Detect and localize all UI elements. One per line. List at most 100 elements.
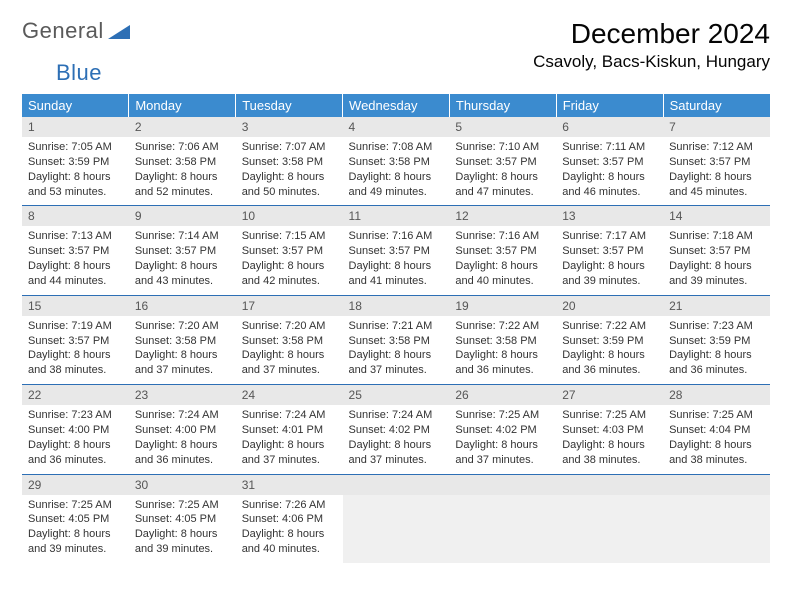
sunrise-line: Sunrise: 7:25 AM [135, 498, 230, 513]
sunrise-line: Sunrise: 7:22 AM [562, 319, 657, 334]
sunset-line: Sunset: 3:58 PM [349, 155, 444, 170]
day-number-cell: 3 [236, 117, 343, 137]
day-data-cell: Sunrise: 7:25 AMSunset: 4:02 PMDaylight:… [449, 405, 556, 474]
day-data-cell: Sunrise: 7:19 AMSunset: 3:57 PMDaylight:… [22, 316, 129, 385]
weekday-header: Saturday [663, 94, 770, 117]
daylight-line: Daylight: 8 hours and 39 minutes. [669, 259, 764, 289]
day-number-cell: 18 [343, 295, 450, 316]
day-number-cell: 27 [556, 385, 663, 406]
day-data-cell: Sunrise: 7:16 AMSunset: 3:57 PMDaylight:… [343, 226, 450, 295]
day-data-cell: Sunrise: 7:05 AMSunset: 3:59 PMDaylight:… [22, 137, 129, 206]
day-number-cell [449, 474, 556, 495]
daylight-line: Daylight: 8 hours and 45 minutes. [669, 170, 764, 200]
sunrise-line: Sunrise: 7:05 AM [28, 140, 123, 155]
day-data-cell: Sunrise: 7:24 AMSunset: 4:01 PMDaylight:… [236, 405, 343, 474]
daylight-line: Daylight: 8 hours and 36 minutes. [669, 348, 764, 378]
sunrise-line: Sunrise: 7:23 AM [669, 319, 764, 334]
day-data-row: Sunrise: 7:13 AMSunset: 3:57 PMDaylight:… [22, 226, 770, 295]
daylight-line: Daylight: 8 hours and 36 minutes. [455, 348, 550, 378]
day-number-cell: 14 [663, 206, 770, 227]
sunrise-line: Sunrise: 7:06 AM [135, 140, 230, 155]
weekday-header: Monday [129, 94, 236, 117]
day-data-cell: Sunrise: 7:22 AMSunset: 3:58 PMDaylight:… [449, 316, 556, 385]
day-number-cell [343, 474, 450, 495]
day-number-cell: 10 [236, 206, 343, 227]
day-data-row: Sunrise: 7:23 AMSunset: 4:00 PMDaylight:… [22, 405, 770, 474]
day-data-cell: Sunrise: 7:25 AMSunset: 4:05 PMDaylight:… [129, 495, 236, 563]
sunrise-line: Sunrise: 7:26 AM [242, 498, 337, 513]
daylight-line: Daylight: 8 hours and 47 minutes. [455, 170, 550, 200]
day-data-cell: Sunrise: 7:13 AMSunset: 3:57 PMDaylight:… [22, 226, 129, 295]
day-number-cell: 22 [22, 385, 129, 406]
logo: General [22, 18, 130, 44]
day-data-cell: Sunrise: 7:12 AMSunset: 3:57 PMDaylight:… [663, 137, 770, 206]
day-number-cell: 7 [663, 117, 770, 137]
day-data-cell: Sunrise: 7:21 AMSunset: 3:58 PMDaylight:… [343, 316, 450, 385]
daylight-line: Daylight: 8 hours and 39 minutes. [562, 259, 657, 289]
sunset-line: Sunset: 3:57 PM [242, 244, 337, 259]
daylight-line: Daylight: 8 hours and 49 minutes. [349, 170, 444, 200]
sunset-line: Sunset: 3:57 PM [669, 244, 764, 259]
daylight-line: Daylight: 8 hours and 40 minutes. [455, 259, 550, 289]
day-number-cell: 30 [129, 474, 236, 495]
day-data-cell: Sunrise: 7:24 AMSunset: 4:02 PMDaylight:… [343, 405, 450, 474]
logo-text-1: General [22, 18, 104, 44]
calendar-table: Sunday Monday Tuesday Wednesday Thursday… [22, 94, 770, 563]
day-data-cell: Sunrise: 7:11 AMSunset: 3:57 PMDaylight:… [556, 137, 663, 206]
sunset-line: Sunset: 3:57 PM [455, 155, 550, 170]
day-number-cell: 8 [22, 206, 129, 227]
day-number-cell: 15 [22, 295, 129, 316]
day-data-row: Sunrise: 7:25 AMSunset: 4:05 PMDaylight:… [22, 495, 770, 563]
sunset-line: Sunset: 3:57 PM [349, 244, 444, 259]
sunrise-line: Sunrise: 7:25 AM [562, 408, 657, 423]
sunrise-line: Sunrise: 7:25 AM [455, 408, 550, 423]
day-number-cell: 13 [556, 206, 663, 227]
day-number-cell: 23 [129, 385, 236, 406]
daylight-line: Daylight: 8 hours and 37 minutes. [455, 438, 550, 468]
sunset-line: Sunset: 3:57 PM [135, 244, 230, 259]
daylight-line: Daylight: 8 hours and 53 minutes. [28, 170, 123, 200]
day-number-cell: 9 [129, 206, 236, 227]
day-number-row: 22232425262728 [22, 385, 770, 406]
weekday-header-row: Sunday Monday Tuesday Wednesday Thursday… [22, 94, 770, 117]
weekday-header: Wednesday [343, 94, 450, 117]
day-number-cell: 17 [236, 295, 343, 316]
day-data-cell: Sunrise: 7:25 AMSunset: 4:04 PMDaylight:… [663, 405, 770, 474]
day-data-row: Sunrise: 7:19 AMSunset: 3:57 PMDaylight:… [22, 316, 770, 385]
daylight-line: Daylight: 8 hours and 38 minutes. [28, 348, 123, 378]
sunset-line: Sunset: 3:58 PM [135, 334, 230, 349]
day-data-cell: Sunrise: 7:20 AMSunset: 3:58 PMDaylight:… [129, 316, 236, 385]
day-data-cell: Sunrise: 7:23 AMSunset: 3:59 PMDaylight:… [663, 316, 770, 385]
logo-text-2: Blue [56, 60, 102, 86]
day-data-cell: Sunrise: 7:18 AMSunset: 3:57 PMDaylight:… [663, 226, 770, 295]
daylight-line: Daylight: 8 hours and 39 minutes. [135, 527, 230, 557]
sunrise-line: Sunrise: 7:11 AM [562, 140, 657, 155]
day-number-cell: 29 [22, 474, 129, 495]
sunset-line: Sunset: 3:58 PM [349, 334, 444, 349]
day-data-cell: Sunrise: 7:20 AMSunset: 3:58 PMDaylight:… [236, 316, 343, 385]
day-number-cell: 20 [556, 295, 663, 316]
sunrise-line: Sunrise: 7:17 AM [562, 229, 657, 244]
sunrise-line: Sunrise: 7:20 AM [242, 319, 337, 334]
day-data-cell: Sunrise: 7:07 AMSunset: 3:58 PMDaylight:… [236, 137, 343, 206]
daylight-line: Daylight: 8 hours and 37 minutes. [349, 438, 444, 468]
sunrise-line: Sunrise: 7:16 AM [455, 229, 550, 244]
day-data-cell: Sunrise: 7:16 AMSunset: 3:57 PMDaylight:… [449, 226, 556, 295]
sunset-line: Sunset: 3:58 PM [242, 155, 337, 170]
sunset-line: Sunset: 3:57 PM [28, 334, 123, 349]
daylight-line: Daylight: 8 hours and 36 minutes. [28, 438, 123, 468]
sunrise-line: Sunrise: 7:15 AM [242, 229, 337, 244]
daylight-line: Daylight: 8 hours and 37 minutes. [135, 348, 230, 378]
day-number-cell: 16 [129, 295, 236, 316]
sunset-line: Sunset: 3:57 PM [28, 244, 123, 259]
day-number-cell: 2 [129, 117, 236, 137]
sunset-line: Sunset: 4:05 PM [135, 512, 230, 527]
weekday-header: Thursday [449, 94, 556, 117]
day-number-cell: 5 [449, 117, 556, 137]
sunset-line: Sunset: 4:05 PM [28, 512, 123, 527]
sunrise-line: Sunrise: 7:21 AM [349, 319, 444, 334]
daylight-line: Daylight: 8 hours and 36 minutes. [135, 438, 230, 468]
daylight-line: Daylight: 8 hours and 40 minutes. [242, 527, 337, 557]
sunrise-line: Sunrise: 7:20 AM [135, 319, 230, 334]
day-data-cell: Sunrise: 7:25 AMSunset: 4:05 PMDaylight:… [22, 495, 129, 563]
